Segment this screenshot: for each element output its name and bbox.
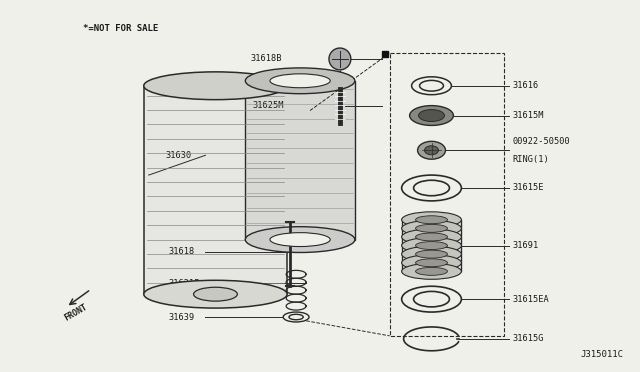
Ellipse shape: [415, 250, 447, 258]
Ellipse shape: [270, 232, 330, 247]
Ellipse shape: [415, 259, 447, 267]
Ellipse shape: [402, 246, 461, 262]
Ellipse shape: [415, 224, 447, 232]
Ellipse shape: [289, 314, 303, 320]
Text: 31616: 31616: [512, 81, 538, 90]
Ellipse shape: [144, 72, 287, 100]
Ellipse shape: [415, 216, 447, 224]
Ellipse shape: [144, 280, 287, 308]
Ellipse shape: [410, 106, 453, 125]
Text: 00922-50500: 00922-50500: [512, 137, 570, 146]
Ellipse shape: [415, 267, 447, 275]
Ellipse shape: [402, 286, 461, 312]
Text: 31691: 31691: [512, 241, 538, 250]
Ellipse shape: [415, 233, 447, 241]
Ellipse shape: [415, 241, 447, 250]
Text: J315011C: J315011C: [580, 350, 623, 359]
Ellipse shape: [283, 312, 309, 322]
Ellipse shape: [402, 229, 461, 245]
Ellipse shape: [245, 227, 355, 253]
Ellipse shape: [329, 48, 351, 70]
Bar: [144, 86, 287, 294]
Ellipse shape: [270, 74, 330, 88]
Text: 31615M: 31615M: [512, 111, 543, 120]
Ellipse shape: [193, 287, 237, 301]
Text: 31621P: 31621P: [169, 279, 200, 288]
Ellipse shape: [424, 146, 438, 155]
Text: 31630: 31630: [166, 151, 192, 160]
Text: 31618B: 31618B: [250, 54, 282, 64]
Text: 31618: 31618: [169, 247, 195, 256]
Ellipse shape: [420, 80, 444, 91]
Text: 31615EA: 31615EA: [512, 295, 549, 304]
Ellipse shape: [402, 238, 461, 253]
Text: 31615G: 31615G: [512, 334, 543, 343]
Ellipse shape: [419, 110, 444, 122]
Ellipse shape: [412, 77, 451, 95]
Text: RING(1): RING(1): [512, 155, 549, 164]
Bar: [390, 53, 504, 336]
Ellipse shape: [413, 291, 449, 307]
Text: FRONT: FRONT: [63, 303, 89, 323]
Bar: [245, 81, 355, 240]
Ellipse shape: [417, 141, 445, 159]
Ellipse shape: [245, 68, 355, 94]
Ellipse shape: [402, 220, 461, 236]
Ellipse shape: [402, 263, 461, 279]
Text: 31639: 31639: [169, 312, 195, 321]
Text: 31615E: 31615E: [512, 183, 543, 192]
Text: 31625M: 31625M: [252, 101, 284, 110]
Ellipse shape: [402, 175, 461, 201]
Ellipse shape: [413, 180, 449, 196]
Ellipse shape: [402, 255, 461, 271]
Ellipse shape: [402, 212, 461, 228]
Text: *=NOT FOR SALE: *=NOT FOR SALE: [83, 24, 158, 33]
